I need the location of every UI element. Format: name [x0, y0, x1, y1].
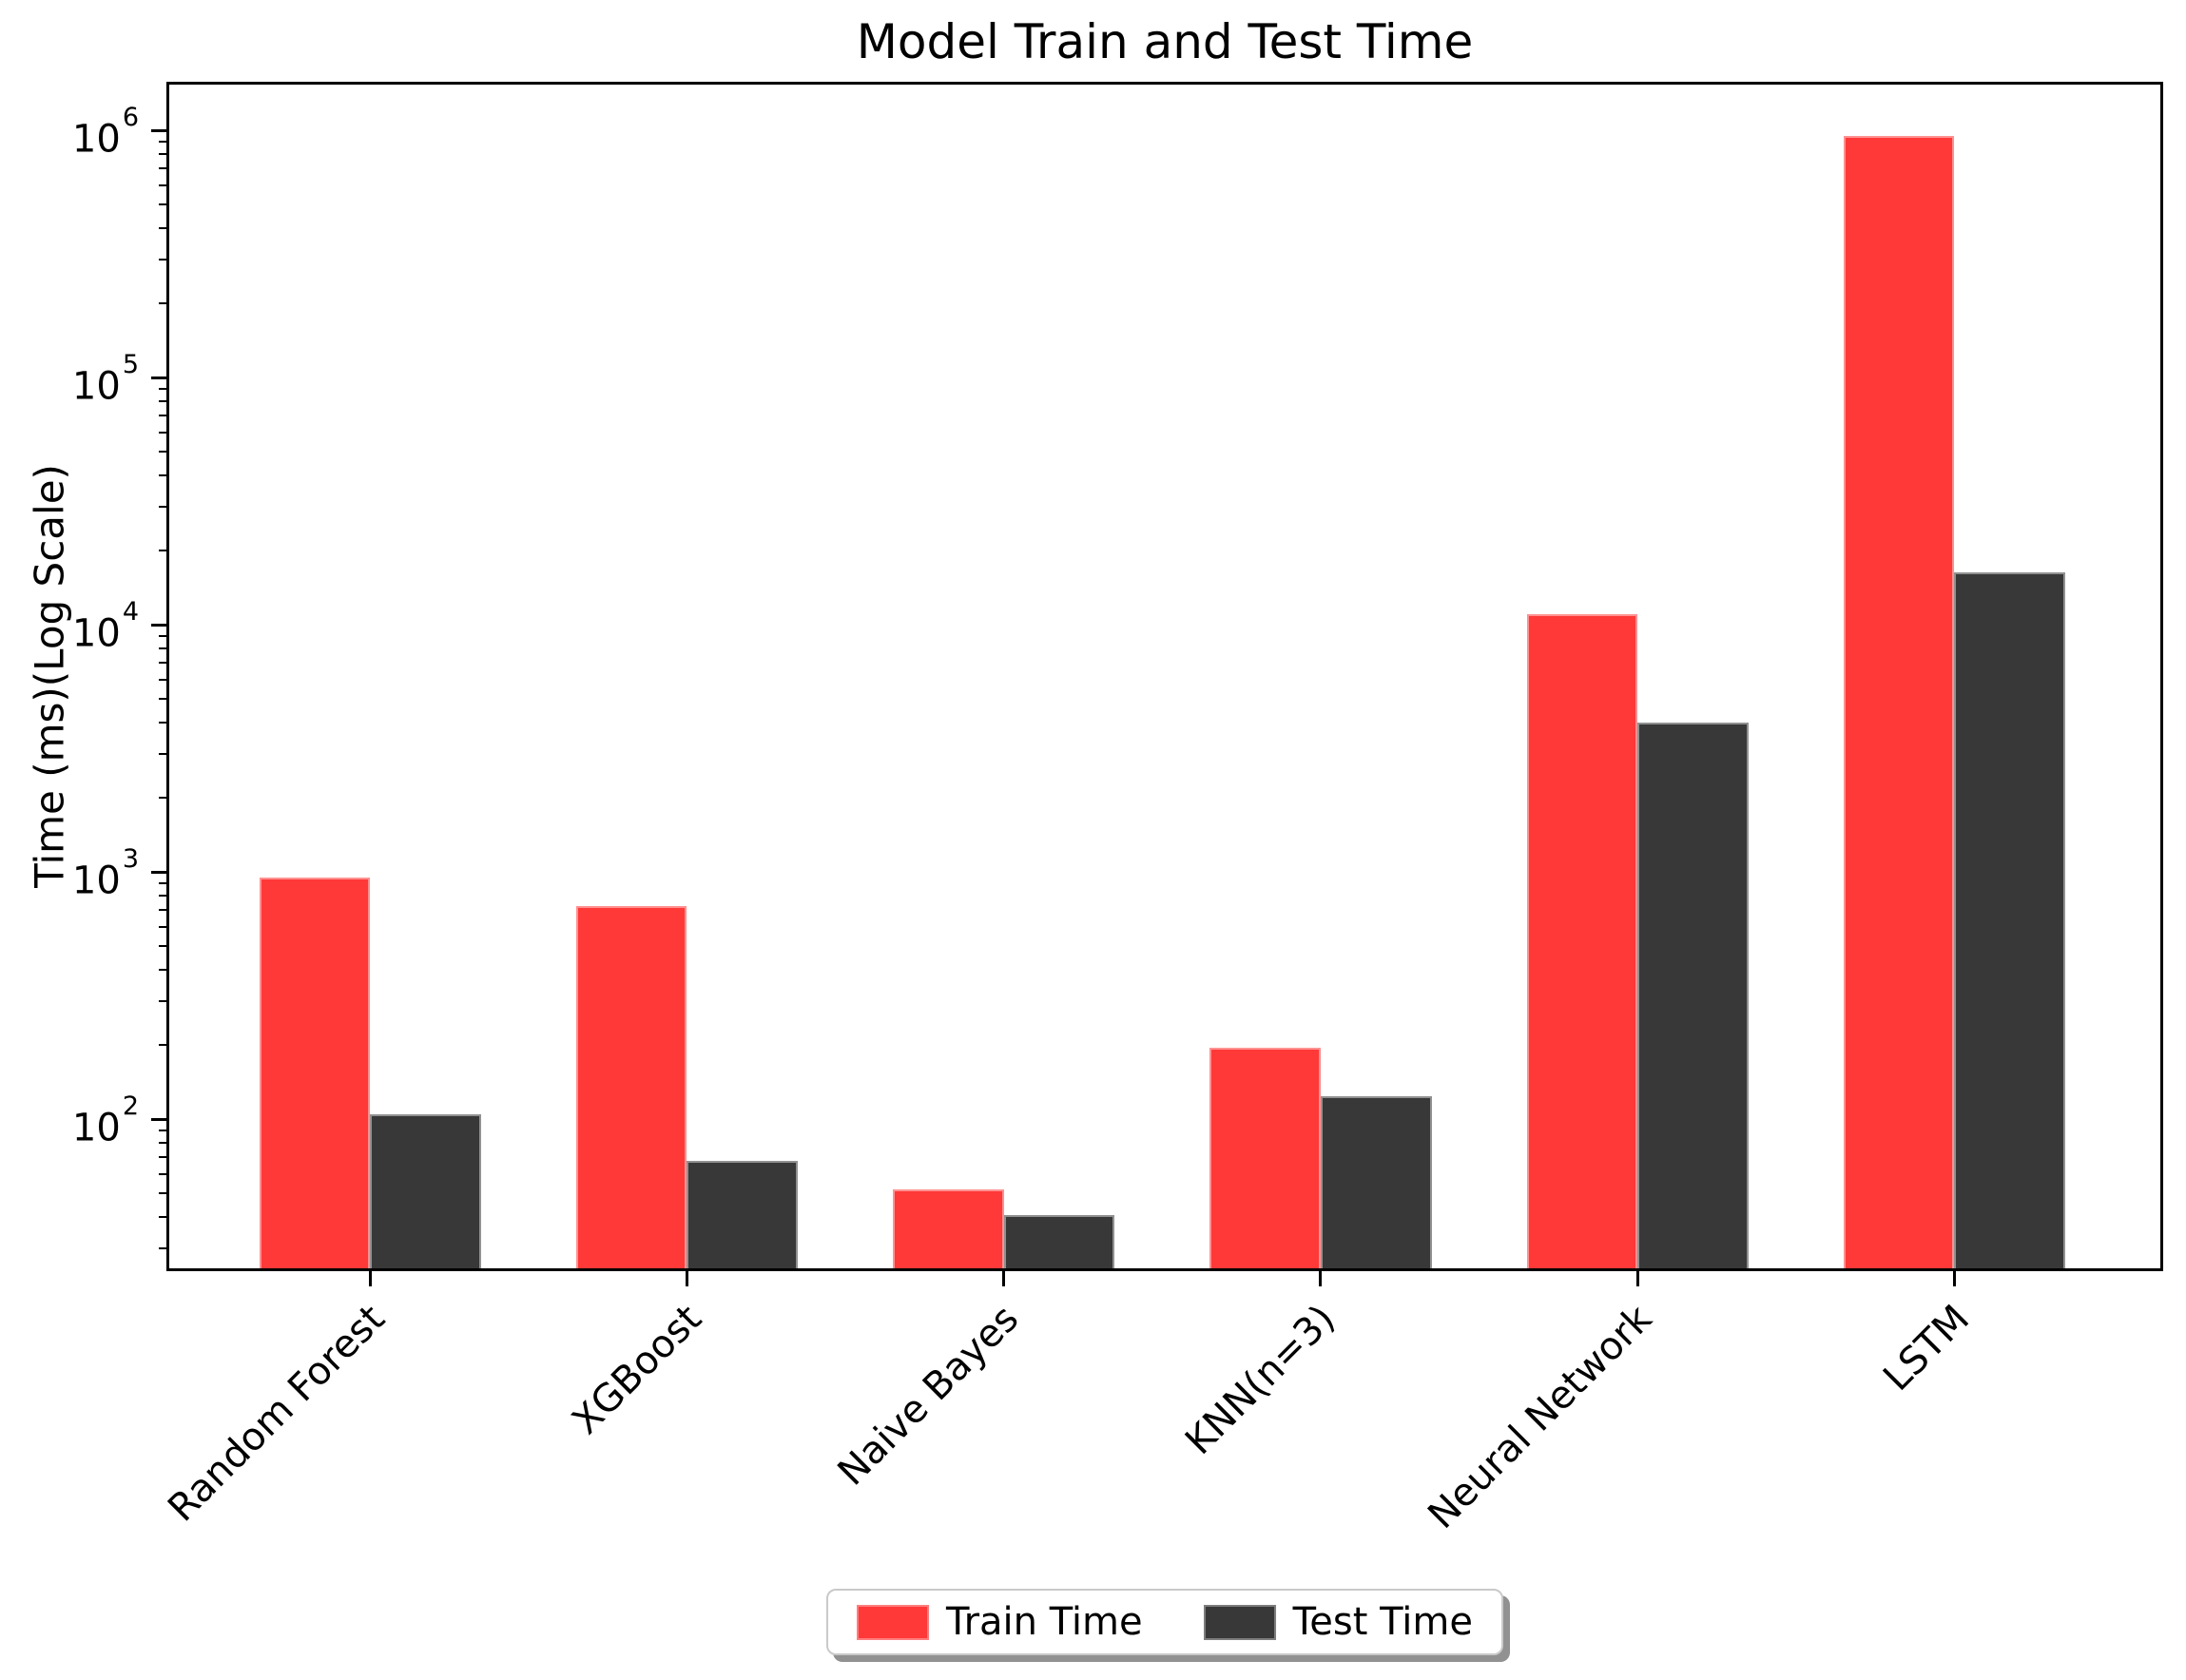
y-minor-tick-90000: [159, 387, 169, 390]
bar-train-time-neural-network: [1526, 614, 1638, 1268]
y-major-tick-10e2: [151, 1117, 169, 1121]
y-minor-tick-5000: [159, 698, 169, 701]
y-minor-tick-30000: [159, 505, 169, 508]
y-major-tick-10e4: [151, 623, 169, 627]
y-tick-label-10e6: 106: [71, 102, 139, 162]
y-axis-label: Time (ms)(Log Scale): [26, 464, 73, 888]
y-minor-tick-70000: [159, 415, 169, 417]
legend-item-train-time: Train Time: [857, 1601, 1143, 1643]
x-tick-neural-network: [1635, 1271, 1639, 1286]
y-minor-tick-900000: [159, 140, 169, 143]
y-minor-tick-3000: [159, 752, 169, 755]
legend-label-test-time: Test Time: [1292, 1600, 1473, 1644]
bar-test-time-knn-n-3: [1320, 1095, 1432, 1268]
x-tick-knn-n-3: [1319, 1271, 1323, 1286]
y-minor-tick-30: [159, 1246, 169, 1249]
bar-test-time-xgboost: [687, 1160, 799, 1268]
y-minor-tick-70: [159, 1156, 169, 1159]
legend-label-train-time: Train Time: [946, 1600, 1143, 1644]
x-tick-xgboost: [685, 1271, 688, 1286]
y-minor-tick-8000: [159, 647, 169, 650]
bar-train-time-knn-n-3: [1209, 1047, 1321, 1268]
y-minor-tick-50000: [159, 451, 169, 454]
y-minor-tick-800: [159, 895, 169, 898]
chart-title: Model Train and Test Time: [856, 14, 1474, 69]
y-minor-tick-9000: [159, 634, 169, 637]
y-minor-tick-80000: [159, 400, 169, 403]
y-minor-tick-90: [159, 1129, 169, 1131]
y-minor-tick-80: [159, 1142, 169, 1145]
bar-test-time-naive-bayes: [1003, 1214, 1115, 1268]
x-tick-lstm: [1952, 1271, 1956, 1286]
y-minor-tick-4000: [159, 722, 169, 724]
y-minor-tick-2000: [159, 796, 169, 799]
x-tick-naive-bayes: [1002, 1271, 1006, 1286]
y-minor-tick-900: [159, 881, 169, 884]
y-minor-tick-40: [159, 1216, 169, 1219]
y-minor-tick-500000: [159, 203, 169, 206]
legend-swatch-test-time: [1203, 1604, 1276, 1640]
y-minor-tick-300000: [159, 258, 169, 261]
y-minor-tick-50: [159, 1192, 169, 1195]
bar-test-time-random-forest: [370, 1113, 481, 1268]
y-major-tick-10e6: [151, 128, 169, 132]
y-tick-label-10e5: 105: [71, 349, 139, 409]
legend-swatch-train-time: [857, 1604, 930, 1640]
bar-train-time-random-forest: [259, 877, 371, 1268]
y-minor-tick-600000: [159, 183, 169, 186]
bar-test-time-neural-network: [1637, 723, 1749, 1268]
y-minor-tick-700: [159, 909, 169, 912]
y-minor-tick-60000: [159, 431, 169, 434]
y-minor-tick-200: [159, 1043, 169, 1046]
y-minor-tick-7000: [159, 662, 169, 665]
y-minor-tick-400: [159, 969, 169, 972]
y-tick-label-10e2: 102: [71, 1091, 139, 1150]
y-major-tick-10e3: [151, 870, 169, 874]
y-minor-tick-200000: [159, 301, 169, 304]
y-minor-tick-500: [159, 945, 169, 948]
y-minor-tick-300: [159, 999, 169, 1002]
legend: Train Time Test Time: [826, 1589, 1503, 1655]
bar-train-time-xgboost: [575, 905, 687, 1268]
bars-layer: [169, 85, 2160, 1268]
x-tick-random-forest: [368, 1271, 372, 1286]
y-major-tick-10e5: [151, 376, 169, 379]
y-tick-label-10e3: 103: [71, 843, 139, 903]
y-minor-tick-700000: [159, 167, 169, 170]
y-tick-label-10e4: 104: [71, 596, 139, 656]
bar-test-time-lstm: [1954, 571, 2066, 1268]
legend-item-test-time: Test Time: [1203, 1600, 1473, 1644]
bar-train-time-naive-bayes: [893, 1188, 1004, 1268]
y-minor-tick-40000: [159, 474, 169, 477]
bar-train-time-lstm: [1843, 135, 1955, 1268]
y-minor-tick-600: [159, 925, 169, 928]
y-minor-tick-6000: [159, 678, 169, 681]
y-minor-tick-800000: [159, 153, 169, 156]
y-minor-tick-60: [159, 1172, 169, 1175]
y-minor-tick-400000: [159, 227, 169, 230]
y-minor-tick-20000: [159, 549, 169, 551]
